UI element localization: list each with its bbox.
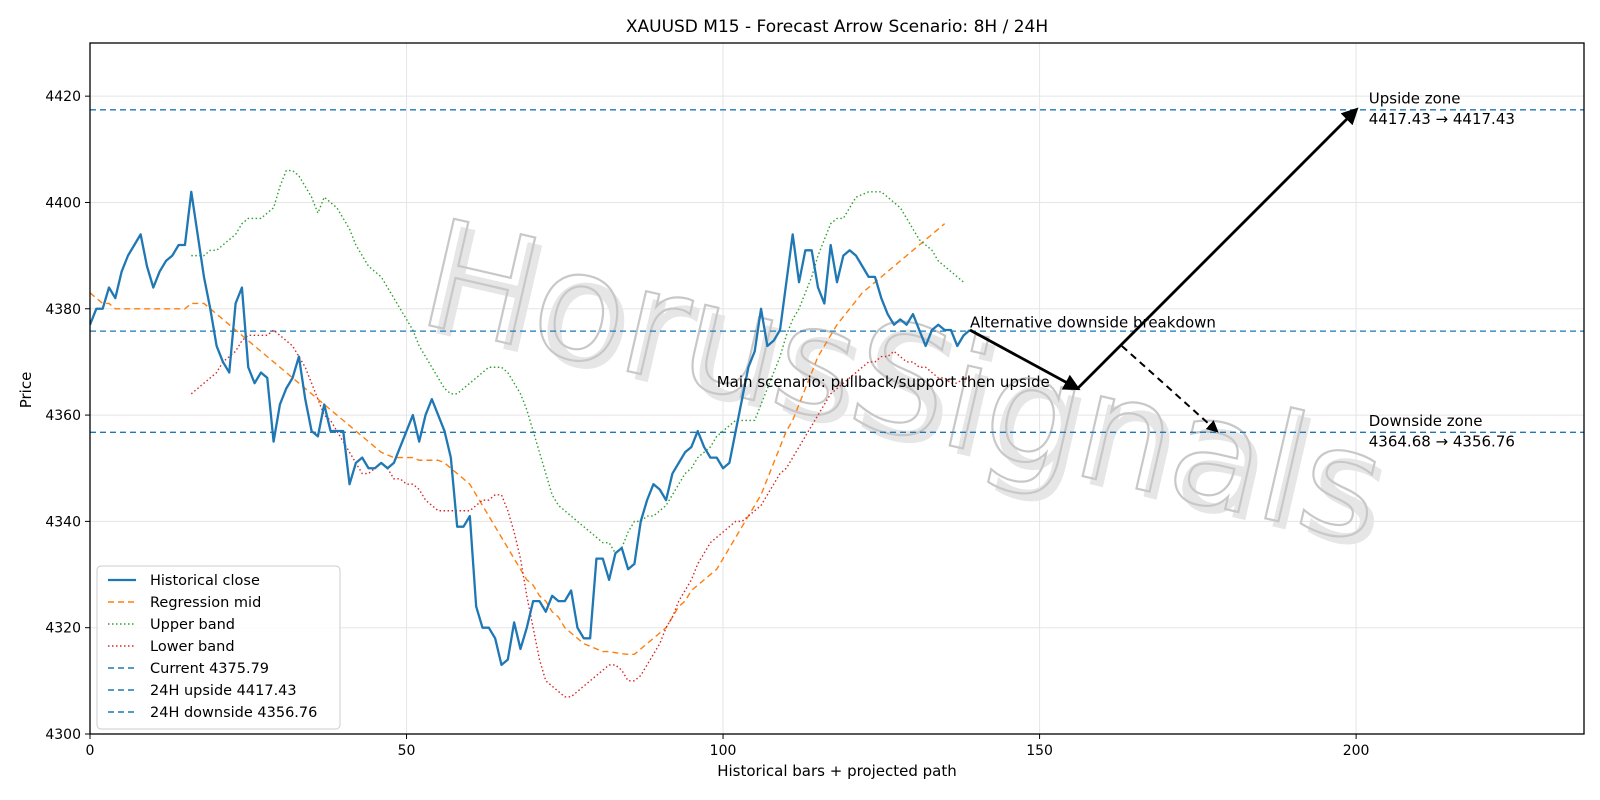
legend: Historical close Regression mid Upper band… (96, 565, 341, 730)
series-line (90, 190, 971, 667)
upside-zone-range: 4417.43 → 4417.43 (1369, 110, 1515, 128)
legend-label: Regression mid (150, 595, 261, 611)
x-tick-label: 0 (86, 743, 95, 759)
alt-scenario-label: Alternative downside breakdown (970, 313, 1216, 331)
arrow-main-leg-2 (1076, 107, 1359, 390)
downside-zone-range: 4364.68 → 4356.76 (1369, 432, 1515, 450)
x-tick-label: 100 (710, 743, 737, 759)
reference-lines (90, 109, 1584, 433)
downside-zone-title: Downside zone (1369, 412, 1483, 430)
y-tick-label: 4420 (45, 89, 81, 105)
plot-frame (89, 42, 1585, 735)
upside-zone-title: Upside zone (1369, 90, 1461, 108)
x-tick-label: 150 (1026, 743, 1053, 759)
x-tick-label: 50 (398, 743, 416, 759)
y-tick-label: 4400 (45, 195, 81, 211)
legend-label: Historical close (150, 573, 260, 589)
legend-label: Current 4375.79 (150, 661, 269, 677)
y-tick-label: 4340 (45, 514, 81, 530)
chart-title: XAUUSD M15 - Forecast Arrow Scenario: 8H… (626, 17, 1048, 37)
y-axis: 4300 4320 4340 4360 4380 4400 4420 (45, 89, 90, 743)
x-axis-label: Historical bars + projected path (717, 762, 957, 780)
y-tick-label: 4380 (45, 302, 81, 318)
main-scenario-label: Main scenario: pullback/support then ups… (717, 373, 1050, 391)
y-tick-label: 4300 (45, 727, 81, 743)
legend-box (96, 565, 341, 730)
series-line (190, 329, 970, 698)
legend-label: 24H downside 4356.76 (150, 705, 317, 721)
annotations: Upside zone 4417.43 → 4417.43 Downside z… (717, 90, 1515, 451)
y-tick-label: 4320 (45, 621, 81, 637)
series-layer (90, 169, 971, 698)
arrow-main-leg-1 (969, 328, 1081, 391)
legend-label: 24H upside 4417.43 (150, 683, 297, 699)
series-line (90, 223, 946, 655)
legend-label: Upper band (150, 617, 235, 633)
y-axis-label: Price (17, 372, 35, 409)
x-axis: 0 50 100 150 200 (86, 734, 1370, 759)
legend-label: Lower band (150, 639, 235, 655)
arrow-alternative (1121, 345, 1219, 433)
y-tick-label: 4360 (45, 408, 81, 424)
x-tick-label: 200 (1343, 743, 1370, 759)
scenario-arrows (969, 107, 1359, 433)
